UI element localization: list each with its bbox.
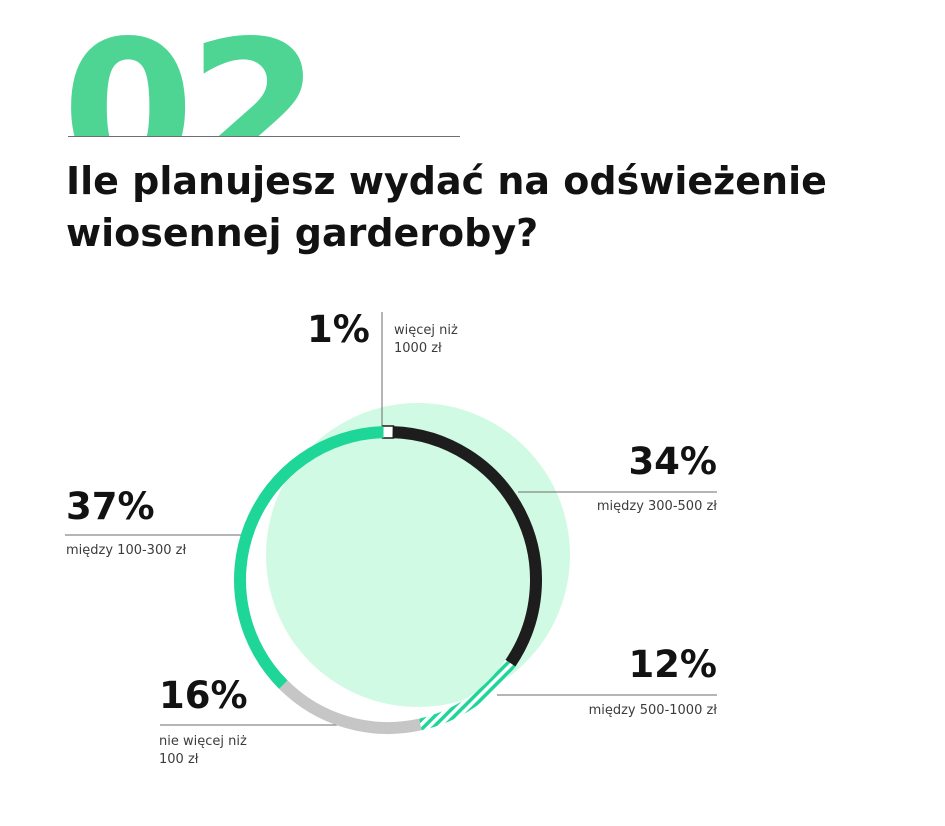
section-number-rule — [68, 136, 460, 137]
donut-slice-3 — [279, 680, 422, 734]
question-line-2: wiosennej garderoby? — [66, 211, 539, 255]
donut-slice-0 — [381, 425, 395, 439]
slice-label-34pct-caption: między 300-500 zł — [596, 499, 717, 514]
slice-label-34pct-value: 34% — [628, 440, 717, 483]
caption-1pct-line-1: więcej niż — [394, 323, 458, 338]
donut-slice-1 — [392, 426, 543, 667]
caption-1pct-line-2: 1000 zł — [394, 341, 442, 356]
leader-lines — [65, 312, 717, 726]
donut-slices — [234, 425, 543, 734]
slice-label-37pct-value: 37% — [66, 485, 155, 528]
caption-16pct-line-1: nie więcej niż — [159, 734, 247, 749]
section-number-text: 02 — [62, 4, 320, 137]
slice-label-12pct-caption: między 500-1000 zł — [588, 703, 717, 718]
slice-label-16pct-caption: nie więcej niż 100 zł — [159, 733, 247, 769]
slice-label-1pct-value: 1% — [307, 308, 370, 351]
donut-slice-4 — [234, 426, 384, 689]
slice-label-12pct-value: 12% — [628, 643, 717, 686]
section-number: 02 — [58, 4, 478, 137]
donut-slice-2 — [418, 659, 516, 731]
caption-16pct-line-2: 100 zł — [159, 752, 199, 767]
question-title: Ile planujesz wydać na odświeżenie wiose… — [66, 155, 886, 259]
slice-label-37pct-caption: między 100-300 zł — [66, 543, 187, 558]
slice-label-16pct-value: 16% — [159, 674, 248, 717]
question-line-1: Ile planujesz wydać na odświeżenie — [66, 159, 827, 203]
slice-label-1pct-caption: więcej niż 1000 zł — [394, 322, 458, 358]
